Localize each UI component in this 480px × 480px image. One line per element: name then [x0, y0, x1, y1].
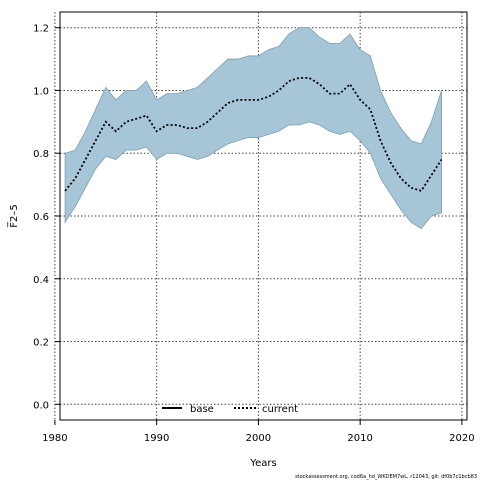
x-axis-label: Years: [249, 458, 276, 469]
y-axis-label: F̅2–5: [7, 204, 20, 228]
legend: base current: [162, 404, 298, 415]
y-tick-label: 0.4: [33, 275, 49, 286]
y-axis: 0.0 0.2 0.4 0.6 0.8 1.0 1.2: [33, 24, 60, 411]
x-tick-label: 2020: [449, 433, 474, 444]
footer-text: stockassessment.org, cod6a_hd_WKDEM7wL, …: [295, 474, 477, 480]
x-axis: 1980 1990 2000 2010 2020: [42, 420, 475, 444]
series-line-current: [64, 77, 443, 192]
y-tick-label: 0.2: [33, 338, 49, 349]
legend-label-base: base: [190, 404, 214, 415]
x-tick-label: 2010: [347, 433, 372, 444]
confidence-band: [64, 27, 442, 230]
y-tick-label: 0.8: [33, 149, 49, 160]
x-tick-label: 1990: [144, 433, 169, 444]
x-tick-label: 1980: [42, 433, 67, 444]
y-tick-label: 1.2: [33, 24, 49, 35]
y-tick-label: 0.6: [33, 212, 49, 223]
x-tick-label: 2000: [246, 433, 271, 444]
y-tick-label: 0.0: [33, 400, 49, 411]
y-tick-label: 1.0: [33, 86, 49, 97]
legend-label-current: current: [262, 404, 298, 415]
